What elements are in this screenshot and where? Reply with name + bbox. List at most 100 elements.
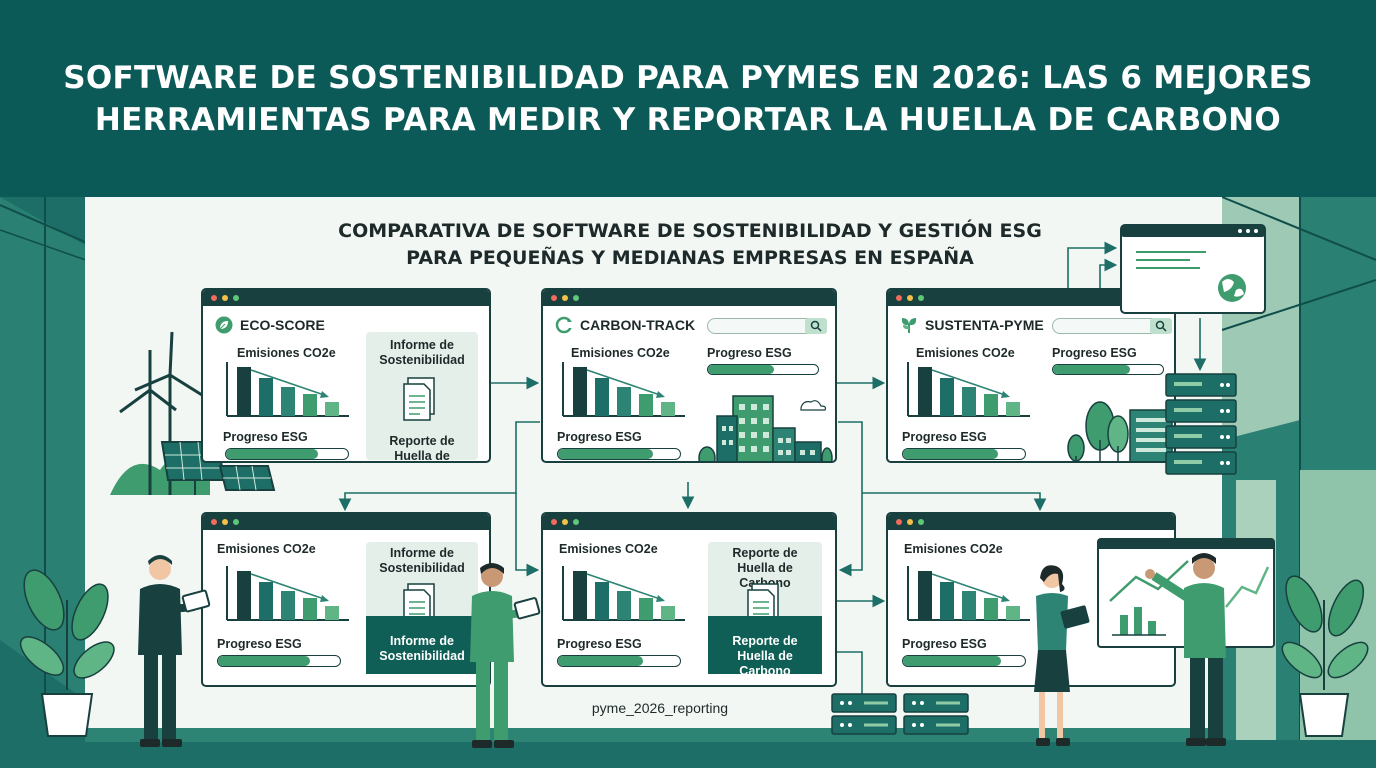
progress-label: Progreso ESG: [557, 637, 642, 651]
window-title-text: ECO-SCORE: [240, 317, 325, 333]
server-rack-illustration: [1165, 373, 1237, 475]
subtitle-line-2: PARA PEQUEÑAS Y MEDIANAS EMPRESAS EN ESP…: [406, 247, 974, 269]
panel-bottom-label: Reporte de Huella de Carbono: [732, 634, 798, 678]
app-window-5[interactable]: Emisiones CO2e Progreso ESG Reporte de H…: [541, 512, 837, 687]
emissions-label: Emisiones CO2e: [237, 346, 336, 360]
search-input[interactable]: [707, 317, 827, 334]
maximize-dot[interactable]: [918, 295, 924, 301]
progress-fill: [903, 656, 1001, 666]
title-banner: SOFTWARE DE SOSTENIBILIDAD PARA PYMES EN…: [0, 0, 1376, 197]
close-dot[interactable]: [211, 295, 217, 301]
man-pointing-at-board: [1145, 553, 1226, 746]
emissions-bar-chart: [226, 362, 349, 417]
close-dot[interactable]: [551, 519, 557, 525]
close-dot[interactable]: [896, 519, 902, 525]
report-panel[interactable]: Informe de Sostenibilidad Informe de Sos…: [366, 542, 478, 674]
esg-progress-bar: [902, 448, 1026, 460]
panel-top-label: Informe de Sostenibilidad: [379, 338, 465, 367]
maximize-dot[interactable]: [233, 295, 239, 301]
bottom-servers-illustration: [831, 693, 969, 735]
close-dot[interactable]: [551, 295, 557, 301]
progress-fill: [903, 449, 999, 459]
search-icon[interactable]: [805, 317, 827, 334]
minimize-dot[interactable]: [907, 295, 913, 301]
emissions-label: Emisiones CO2e: [904, 542, 1003, 556]
panel-bottom-label: Informe de Sostenibilidad: [379, 634, 465, 663]
report-panel-bottom-text: Reporte de Huella de Carbono: [708, 634, 822, 679]
emissions-bar-chart: [562, 362, 685, 417]
report-panel-top-text: Informe de Sostenibilidad: [366, 546, 478, 576]
close-dot[interactable]: [211, 519, 217, 525]
esg-progress-bar: [217, 655, 341, 667]
app-window-sustenta-pyme[interactable]: SUSTENTA-PYME Emisiones CO2e Progreso ES…: [886, 288, 1176, 463]
emissions-label: Emisiones CO2e: [559, 542, 658, 556]
progress-label: Progreso ESG: [217, 637, 302, 651]
app-window-eco-score[interactable]: ECO-SCORE Emisiones CO2e Progreso ESG In…: [201, 288, 491, 463]
close-dot[interactable]: [896, 295, 902, 301]
city-buildings-illustration: [698, 395, 833, 461]
window-titlebar: [203, 290, 489, 306]
report-panel-bottom-text: Informe de Sostenibilidad: [366, 634, 478, 664]
progress-top-label: Progreso ESG: [1052, 346, 1137, 360]
app-window-6[interactable]: Emisiones CO2e Progreso ESG: [886, 512, 1176, 687]
person-with-tablet-left: [138, 555, 211, 747]
panel-bottom-label: Reporte de Huella de Carbono: [389, 434, 455, 463]
person-with-tablet-center: [470, 563, 541, 748]
progress-fill: [708, 365, 774, 374]
window-titlebar: [203, 514, 489, 530]
panel-top-label: Informe de Sostenibilidad: [379, 546, 465, 575]
woman-with-tablet: [1034, 565, 1090, 746]
window-titlebar: [888, 514, 1174, 530]
minimize-dot[interactable]: [907, 519, 913, 525]
window-title: ECO-SCORE: [215, 316, 325, 334]
maximize-dot[interactable]: [918, 519, 924, 525]
maximize-dot[interactable]: [573, 295, 579, 301]
esg-progress-bar: [557, 448, 681, 460]
window-title: SUSTENTA-PYME: [900, 316, 1044, 334]
emissions-label: Emisiones CO2e: [571, 346, 670, 360]
potted-plant-right: [1281, 575, 1369, 737]
progress-label: Progreso ESG: [557, 430, 642, 444]
minimize-dot[interactable]: [562, 519, 568, 525]
report-panel-top-text: Informe de Sostenibilidad: [366, 338, 478, 368]
minimize-dot[interactable]: [562, 295, 568, 301]
window-title-text: SUSTENTA-PYME: [925, 317, 1044, 333]
leaf-icon: [215, 316, 233, 334]
potted-plant-left: [19, 569, 115, 737]
report-panel[interactable]: Reporte de Huella de Carbono Reporte de …: [708, 542, 822, 678]
app-window-4[interactable]: Emisiones CO2e Progreso ESG Informe de S…: [201, 512, 491, 687]
progress-label: Progreso ESG: [902, 637, 987, 651]
minimize-dot[interactable]: [222, 295, 228, 301]
emissions-label: Emisiones CO2e: [217, 542, 316, 556]
window-title-text: CARBON-TRACK: [580, 317, 696, 333]
subtitle-line-1: COMPARATIVA DE SOFTWARE DE SOSTENIBILIDA…: [338, 220, 1042, 242]
progress-label: Progreso ESG: [223, 430, 308, 444]
report-panel-bottom-text: Reporte de Huella de Carbono: [366, 434, 478, 463]
progress-fill: [1053, 365, 1130, 374]
progress-fill: [558, 656, 644, 666]
recycle-icon: [555, 316, 573, 334]
search-input[interactable]: [1052, 317, 1172, 334]
esg-progress-bar: [902, 655, 1026, 667]
esg-progress-bar-top: [707, 364, 819, 375]
sprout-icon: [901, 318, 917, 333]
window-title: CARBON-TRACK: [555, 316, 695, 334]
emissions-label: Emisiones CO2e: [916, 346, 1015, 360]
emissions-bar-chart: [226, 566, 349, 621]
window-titlebar: [543, 514, 835, 530]
maximize-dot[interactable]: [573, 519, 579, 525]
emissions-bar-chart: [907, 566, 1030, 621]
title-line-1: SOFTWARE DE SOSTENIBILIDAD PARA PYMES EN…: [63, 59, 1313, 96]
maximize-dot[interactable]: [233, 519, 239, 525]
report-panel-dark-footer: Reporte de Huella de Carbono: [708, 616, 822, 678]
report-panel-dark-footer: Informe de Sostenibilidad: [366, 616, 478, 674]
esg-progress-bar: [557, 655, 681, 667]
trees-illustration: [1067, 401, 1173, 461]
app-window-carbon-track[interactable]: CARBON-TRACK Emisiones CO2e Progreso ESG…: [541, 288, 837, 463]
search-icon[interactable]: [1150, 317, 1172, 334]
esg-progress-bar: [225, 448, 349, 460]
subtitle: COMPARATIVA DE SOFTWARE DE SOSTENIBILIDA…: [290, 218, 1090, 272]
report-panel[interactable]: Informe de Sostenibilidad Reporte de Hue…: [366, 332, 478, 463]
minimize-dot[interactable]: [222, 519, 228, 525]
progress-fill: [226, 449, 318, 459]
